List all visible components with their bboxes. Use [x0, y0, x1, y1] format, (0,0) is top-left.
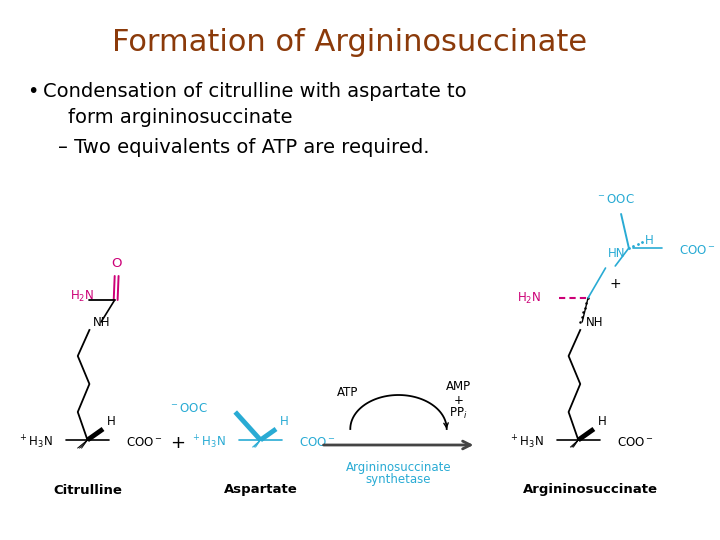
- Text: COO$^-$: COO$^-$: [300, 435, 336, 449]
- Text: +: +: [454, 395, 464, 408]
- Text: Aspartate: Aspartate: [224, 483, 297, 496]
- Text: form argininosuccinate: form argininosuccinate: [68, 108, 292, 127]
- Text: NH: NH: [94, 315, 111, 328]
- Text: $^+$H$_3$N: $^+$H$_3$N: [18, 433, 53, 451]
- Text: COO$^-$: COO$^-$: [617, 435, 654, 449]
- Text: Condensation of citrulline with aspartate to: Condensation of citrulline with aspartat…: [42, 82, 467, 101]
- Text: COO$^-$: COO$^-$: [126, 435, 163, 449]
- Text: Formation of Argininosuccinate: Formation of Argininosuccinate: [112, 28, 588, 57]
- Text: $^-$OOC: $^-$OOC: [596, 193, 634, 206]
- Text: AMP: AMP: [446, 381, 472, 394]
- Text: HN: HN: [608, 247, 625, 260]
- Text: – Two equivalents of ATP are required.: – Two equivalents of ATP are required.: [58, 138, 430, 157]
- Text: H: H: [280, 415, 289, 428]
- Text: Argininosuccinate: Argininosuccinate: [346, 461, 451, 474]
- Text: COO$^-$: COO$^-$: [680, 244, 716, 256]
- Text: synthetase: synthetase: [366, 473, 431, 486]
- Text: $^+$H$_3$N: $^+$H$_3$N: [191, 433, 225, 451]
- Text: PP$_i$: PP$_i$: [449, 406, 468, 421]
- Text: ATP: ATP: [337, 387, 359, 400]
- Text: $^-$OOC: $^-$OOC: [169, 402, 208, 415]
- Text: H$_2$N: H$_2$N: [517, 291, 541, 306]
- Text: H: H: [598, 415, 606, 428]
- Text: H: H: [644, 233, 653, 246]
- Text: •: •: [27, 82, 39, 101]
- Text: Citrulline: Citrulline: [53, 483, 122, 496]
- Text: H$_2$N: H$_2$N: [70, 288, 94, 303]
- Text: +: +: [609, 277, 621, 291]
- Text: O: O: [112, 257, 122, 270]
- Text: +: +: [171, 434, 185, 452]
- Text: Argininosuccinate: Argininosuccinate: [523, 483, 657, 496]
- Text: H: H: [107, 415, 116, 428]
- Text: $^+$H$_3$N: $^+$H$_3$N: [508, 433, 544, 451]
- Text: NH: NH: [586, 315, 603, 328]
